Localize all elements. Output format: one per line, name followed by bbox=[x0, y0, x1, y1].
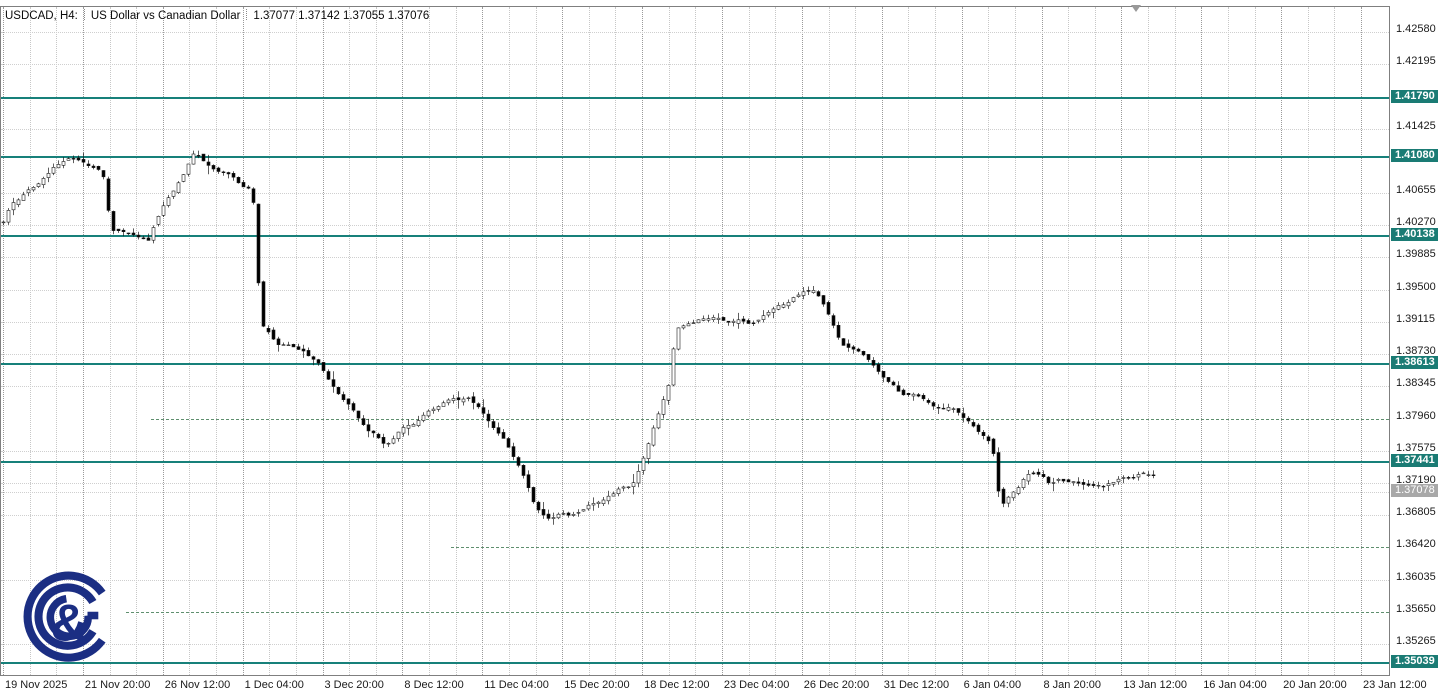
svg-text:&: & bbox=[50, 593, 87, 651]
